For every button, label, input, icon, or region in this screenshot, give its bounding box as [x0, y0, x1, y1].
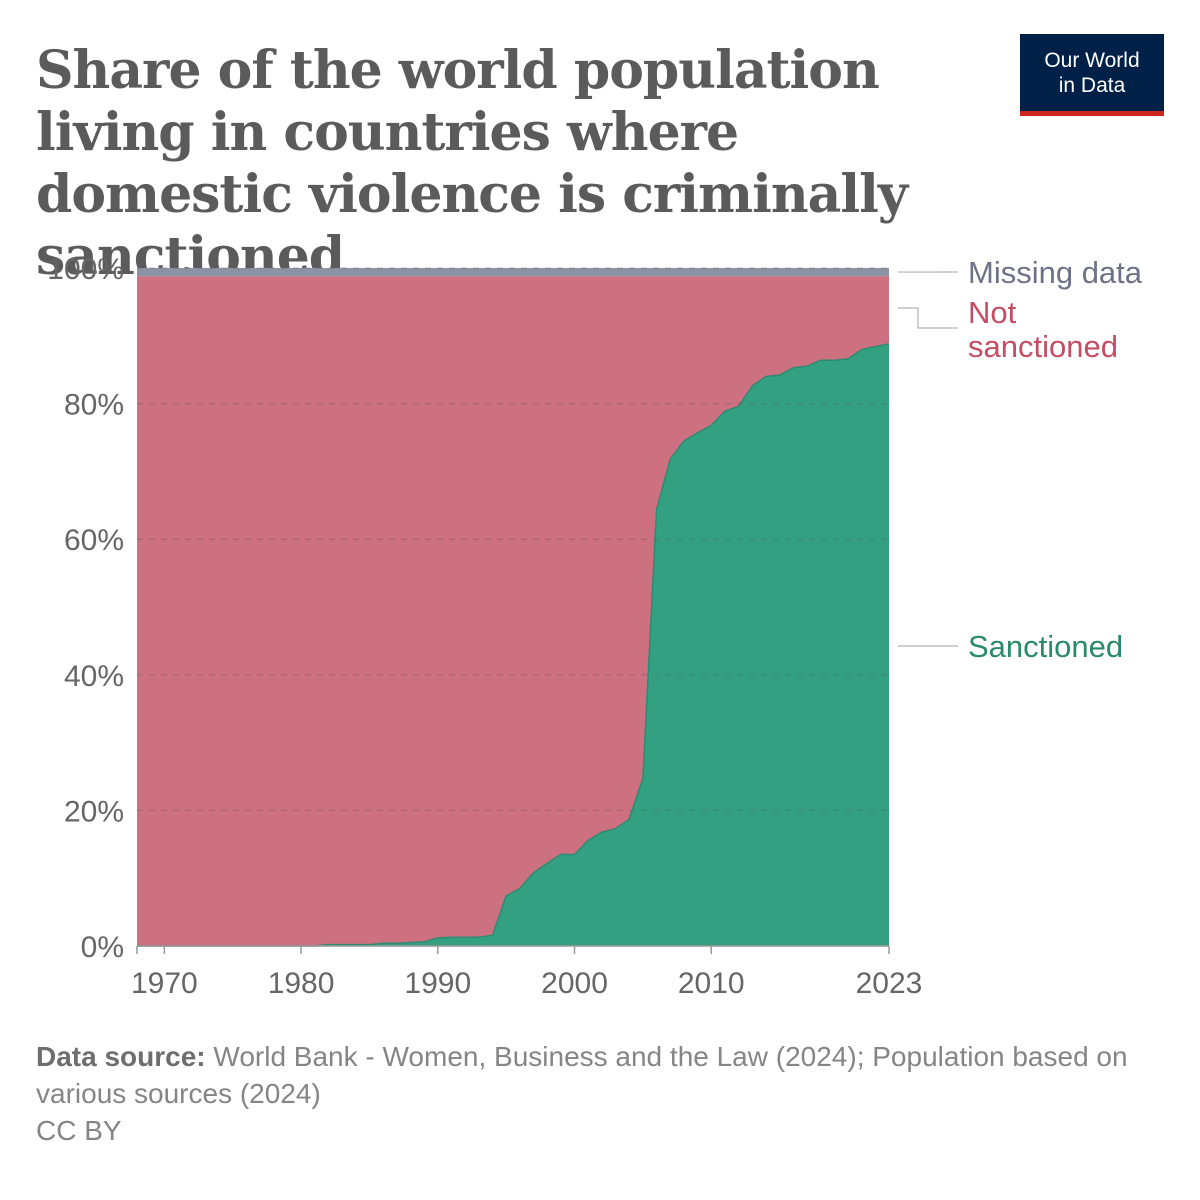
- sanctioned-label: Sanctioned: [968, 629, 1123, 664]
- x-tick-label: 2010: [678, 967, 745, 1000]
- y-tick-label: 80%: [64, 389, 124, 422]
- not-sanctioned-label-line-1: Not: [968, 295, 1017, 330]
- y-tick-label: 100%: [47, 253, 124, 286]
- x-tick-label: 2000: [541, 967, 608, 1000]
- missing-data-area: [137, 268, 889, 277]
- series-labels: Missing data Not sanctioned Sanctioned: [897, 255, 1143, 664]
- missing-data-label: Missing data: [968, 255, 1143, 290]
- y-tick-label: 0%: [81, 931, 124, 964]
- area-series: [137, 267, 890, 947]
- y-tick-label: 40%: [64, 660, 124, 693]
- license[interactable]: CC BY: [36, 1115, 122, 1146]
- owid-logo[interactable]: Our World in Data: [1020, 34, 1164, 116]
- not-sanctioned-area: [137, 276, 889, 947]
- logo-line-2: in Data: [1058, 73, 1126, 97]
- source-text[interactable]: World Bank - Women, Business and the Law…: [36, 1041, 1128, 1109]
- not-sanctioned-label-line-2: sanctioned: [968, 329, 1118, 364]
- sanctioned-area: [137, 343, 889, 946]
- x-tick-label: 1980: [268, 967, 335, 1000]
- source-label: Data source:: [36, 1041, 206, 1072]
- x-tick-label: 1970: [131, 967, 198, 1000]
- chart-title: Share of the world population living in …: [36, 40, 908, 287]
- footer: Data source: World Bank - Women, Busines…: [36, 1038, 1156, 1149]
- not-sanctioned-connector: [898, 307, 958, 329]
- source-line: Data source: World Bank - Women, Busines…: [36, 1038, 1156, 1112]
- y-tick-label: 60%: [64, 524, 124, 557]
- axes: 0% 20% 40% 60% 80% 100% 1970 1980 1990 2000 2010 20…: [47, 253, 922, 1000]
- x-tick-label: 2023: [856, 967, 923, 1000]
- y-tick-label: 20%: [64, 795, 124, 828]
- x-tick-label: 1990: [404, 967, 471, 1000]
- logo-line-1: Our World: [1044, 48, 1140, 72]
